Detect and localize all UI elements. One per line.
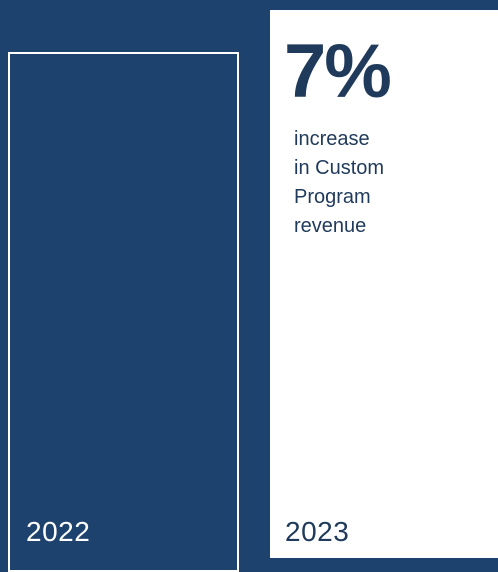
stat-caption: increase in Custom Program revenue	[294, 125, 484, 241]
bar-2023	[270, 10, 498, 558]
caption-line: in Custom	[294, 157, 385, 179]
caption-line: revenue	[294, 215, 367, 237]
category-label-2022: 2022	[26, 516, 91, 547]
category-label-2023: 2023	[285, 516, 350, 547]
caption-line: increase	[294, 128, 370, 150]
caption-line: Program	[294, 186, 371, 208]
chart-canvas: 2022 2023 7% increase in Custom Program …	[8, 10, 498, 572]
increase-percent: 7%	[284, 29, 392, 114]
bar-2022	[8, 52, 239, 572]
